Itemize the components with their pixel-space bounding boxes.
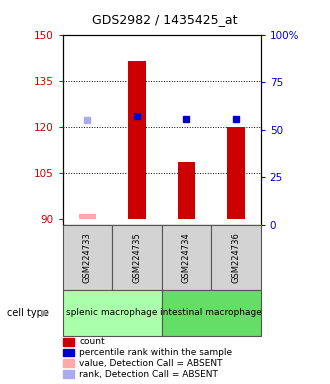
Bar: [227, 127, 245, 218]
Text: splenic macrophage: splenic macrophage: [66, 308, 158, 318]
Text: ▶: ▶: [41, 308, 49, 318]
Bar: [79, 214, 96, 218]
Bar: [128, 61, 146, 218]
Text: GSM224735: GSM224735: [132, 232, 142, 283]
Text: intestinal macrophage: intestinal macrophage: [160, 308, 262, 318]
Text: rank, Detection Call = ABSENT: rank, Detection Call = ABSENT: [79, 369, 218, 379]
Text: count: count: [79, 337, 105, 346]
Bar: [178, 162, 195, 218]
Text: cell type: cell type: [7, 308, 49, 318]
Text: GSM224736: GSM224736: [231, 232, 241, 283]
Text: GDS2982 / 1435425_at: GDS2982 / 1435425_at: [92, 13, 238, 26]
Text: value, Detection Call = ABSENT: value, Detection Call = ABSENT: [79, 359, 223, 368]
Text: percentile rank within the sample: percentile rank within the sample: [79, 348, 232, 357]
Text: GSM224733: GSM224733: [83, 232, 92, 283]
Text: GSM224734: GSM224734: [182, 232, 191, 283]
